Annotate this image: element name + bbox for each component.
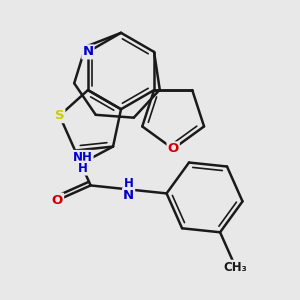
Text: NH: NH [73,151,93,164]
Text: S: S [55,109,64,122]
Text: O: O [52,194,63,207]
Text: H: H [78,162,88,175]
Text: O: O [167,142,179,155]
Text: N: N [82,45,94,58]
Text: CH₃: CH₃ [224,261,248,274]
Text: H: H [124,177,134,190]
Text: N: N [123,189,134,202]
